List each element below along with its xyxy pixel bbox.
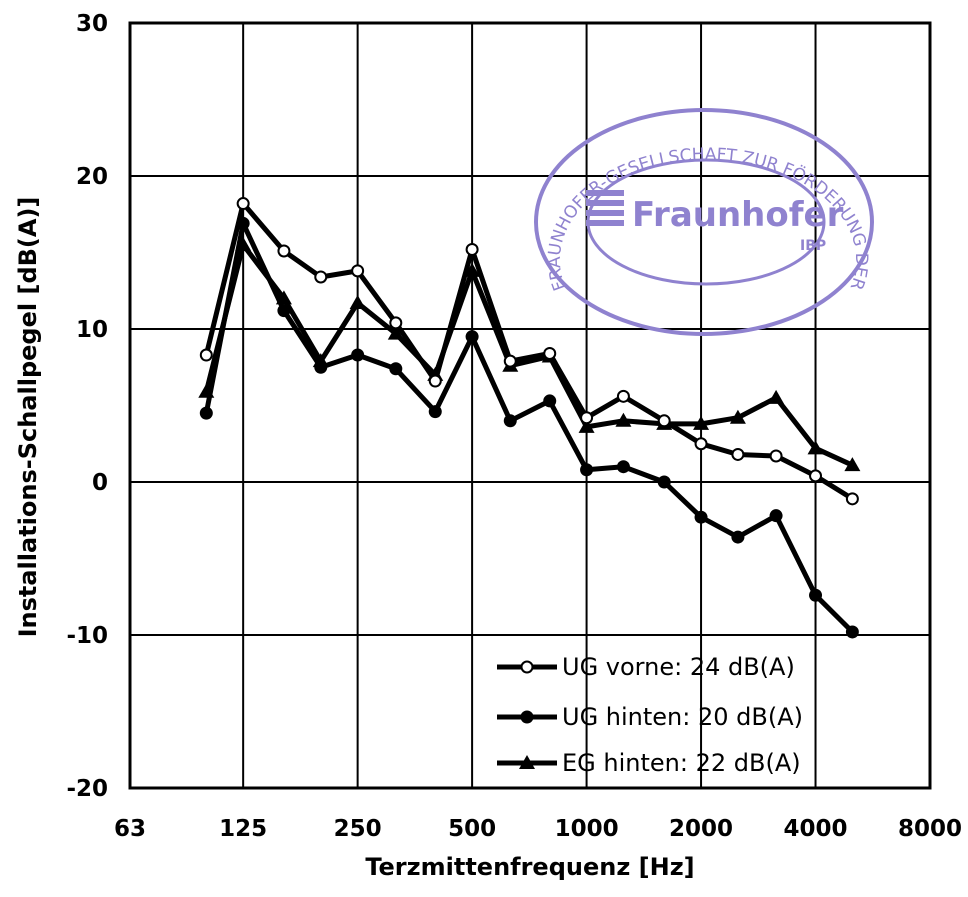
data-point xyxy=(616,460,630,474)
data-point xyxy=(657,414,671,428)
fraunhofer-logo-icon xyxy=(586,190,624,226)
data-point xyxy=(845,625,859,639)
legend-item: UG vorne: 24 dB(A) xyxy=(497,653,795,681)
plot-frame xyxy=(128,21,932,790)
data-point xyxy=(731,447,745,461)
data-point xyxy=(693,415,710,430)
data-point xyxy=(729,409,746,424)
data-point xyxy=(694,510,708,524)
legend-marker xyxy=(520,660,534,674)
data-point xyxy=(807,440,824,455)
data-point xyxy=(349,294,366,309)
data-point xyxy=(543,394,557,408)
data-point xyxy=(465,242,479,256)
data-point xyxy=(387,325,404,340)
series-line xyxy=(203,220,855,634)
data-point xyxy=(731,530,745,544)
data-point xyxy=(844,457,861,472)
data-point xyxy=(580,463,594,477)
y-tick-label: 10 xyxy=(76,317,108,343)
y-tick-label: 0 xyxy=(92,470,108,496)
legend-label: UG vorne: 24 dB(A) xyxy=(562,653,795,681)
y-tick-label: -10 xyxy=(66,623,108,649)
y-tick-label: -20 xyxy=(66,776,108,802)
x-tick-label: 63 xyxy=(114,816,146,842)
legend-label: UG hinten: 20 dB(A) xyxy=(562,703,803,731)
data-point xyxy=(277,244,291,258)
data-point xyxy=(769,449,783,463)
data-point xyxy=(694,437,708,451)
data-point xyxy=(389,316,403,330)
data-point xyxy=(314,360,328,374)
grid xyxy=(129,22,931,789)
series xyxy=(198,197,861,639)
data-point xyxy=(845,492,859,506)
stamp-brand: Fraunhofer xyxy=(632,195,844,235)
data-point xyxy=(351,264,365,278)
data-point xyxy=(809,588,823,602)
y-tick-label: 20 xyxy=(76,164,108,190)
data-point xyxy=(578,418,595,433)
x-tick-label: 1000 xyxy=(555,816,619,842)
data-point xyxy=(769,509,783,523)
legend-marker xyxy=(520,710,534,724)
legend-label: EG hinten: 22 dB(A) xyxy=(562,749,801,777)
data-point xyxy=(616,389,630,403)
x-tick-label: 125 xyxy=(219,816,267,842)
data-point xyxy=(277,304,291,318)
legend-item: EG hinten: 22 dB(A) xyxy=(497,749,801,777)
stamp-institute: IBP xyxy=(800,238,826,254)
x-tick-label: 8000 xyxy=(898,816,962,842)
series-line xyxy=(203,201,854,501)
axes: 63 125 250 500 1000 2000 4000 8000 -20 -10 0 10 20 30 xyxy=(66,11,962,842)
x-axis-title: Terzmittenfrequenz [Hz] xyxy=(365,853,694,881)
data-point xyxy=(615,412,632,427)
data-point xyxy=(428,405,442,419)
x-tick-label: 4000 xyxy=(784,816,848,842)
data-point xyxy=(465,330,479,344)
data-point xyxy=(580,411,594,425)
series-1 xyxy=(199,197,859,506)
x-tick-label: 500 xyxy=(448,816,496,842)
data-point xyxy=(236,197,250,211)
y-axis-title: Installations-Schallpegel [dB(A)] xyxy=(14,197,42,638)
data-point xyxy=(809,469,823,483)
legend-marker xyxy=(519,755,535,769)
data-point xyxy=(199,406,213,420)
data-point xyxy=(543,346,557,360)
data-point xyxy=(503,414,517,428)
x-tick-label: 250 xyxy=(334,816,382,842)
data-point xyxy=(199,348,213,362)
legend-item: UG hinten: 20 dB(A) xyxy=(497,703,803,731)
data-point xyxy=(314,270,328,284)
data-point xyxy=(768,389,785,404)
data-point xyxy=(351,348,365,362)
data-point xyxy=(503,354,517,368)
data-point xyxy=(389,362,403,376)
data-point xyxy=(428,374,442,388)
series-3 xyxy=(198,236,861,472)
data-point xyxy=(464,262,481,277)
x-tick-label: 2000 xyxy=(669,816,733,842)
legend: UG vorne: 24 dB(A) UG hinten: 20 dB(A) EG … xyxy=(497,653,803,777)
data-point xyxy=(657,475,671,489)
y-tick-label: 30 xyxy=(76,11,108,37)
series-2 xyxy=(199,216,859,639)
series-line xyxy=(203,242,854,468)
stamp-outer-ring xyxy=(534,108,874,336)
